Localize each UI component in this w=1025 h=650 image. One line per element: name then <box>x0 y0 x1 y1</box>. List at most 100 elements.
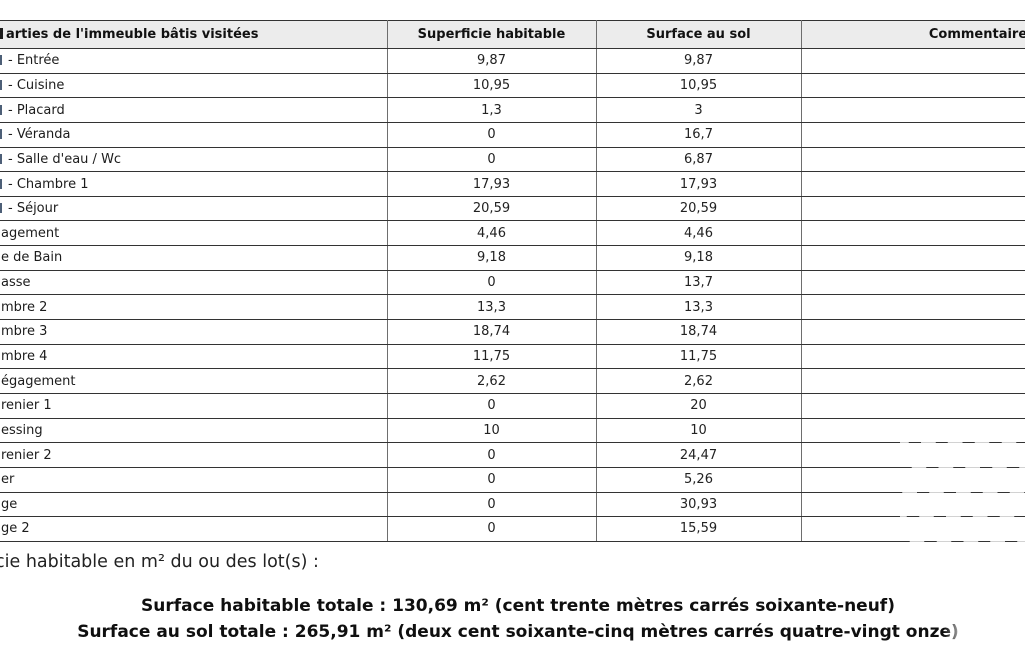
surface-au-sol-value: 10,95 <box>595 72 802 99</box>
superficie-habitable-value: 0 <box>386 442 597 468</box>
room-label-cell: ge <box>0 491 388 518</box>
surface-au-sol-value: 30,93 <box>595 491 802 518</box>
commentaire-cell <box>800 491 1025 518</box>
clipped-glyph <box>0 203 2 214</box>
room-label-cell: ge 2 <box>0 516 388 542</box>
superficie-habitable-value: 0 <box>386 392 597 419</box>
room-label: - Cuisine <box>8 77 65 93</box>
surface-au-sol-value: 15,59 <box>595 516 802 542</box>
room-label-cell: renier 2 <box>0 442 388 468</box>
table-row: mbre 3 18,74 18,74 <box>0 319 1025 345</box>
header-superficie-habitable: Superficie habitable <box>386 20 597 49</box>
header-parts: arties de l'immeuble bâtis visitées <box>0 20 388 49</box>
table-row: égagement 2,62 2,62 <box>0 368 1025 394</box>
table-row: mbre 2 13,3 13,3 <box>0 294 1025 321</box>
room-label: renier 2 <box>1 447 52 463</box>
clipped-glyph <box>0 104 2 115</box>
room-label: - Salle d'eau / Wc <box>8 151 122 167</box>
table-row: er 0 5,26 <box>0 466 1025 493</box>
table-row: agement 4,46 4,46 <box>0 220 1025 247</box>
table-row: - Chambre 1 17,93 17,93 <box>0 171 1025 197</box>
table-body: - Entrée 9,87 9,87- Cuisine 10,95 10,95- Pla… <box>0 48 1025 542</box>
table-row: ge 0 30,93 <box>0 491 1025 518</box>
room-label: renier 1 <box>1 398 52 414</box>
clipped-glyph <box>0 129 2 140</box>
table-row: e de Bain 9,18 9,18 <box>0 245 1025 271</box>
superficie-intro-text: cie habitable en m² du ou des lot(s) : <box>0 552 319 572</box>
room-label: mbre 3 <box>1 324 48 340</box>
room-label-cell: e de Bain <box>0 245 388 271</box>
superficie-habitable-value: 9,18 <box>386 245 597 271</box>
total-surface-au-sol: Surface au sol totale : 265,91 m² (deux … <box>77 622 959 642</box>
superficie-habitable-value: 11,75 <box>386 343 597 370</box>
superficie-habitable-value: 1,3 <box>386 97 597 123</box>
commentaire-cell <box>800 146 1025 173</box>
table-row: - Placard 1,3 3 <box>0 97 1025 123</box>
room-label: égagement <box>1 373 76 389</box>
commentaire-cell <box>800 442 1025 468</box>
room-label: - Chambre 1 <box>8 176 89 192</box>
surface-au-sol-value: 11,75 <box>595 343 802 370</box>
room-label-cell: - Salle d'eau / Wc <box>0 146 388 173</box>
commentaire-cell <box>800 392 1025 419</box>
superficie-habitable-value: 0 <box>386 146 597 173</box>
table-row: asse 0 13,7 <box>0 269 1025 296</box>
room-label: agement <box>1 225 60 241</box>
commentaire-cell <box>800 516 1025 542</box>
room-label: - Placard <box>8 102 65 118</box>
surface-au-sol-value: 20 <box>595 392 802 419</box>
superficie-habitable-value: 9,87 <box>386 48 597 74</box>
table-row: ge 2 0 15,59 <box>0 516 1025 542</box>
table-row: - Véranda 0 16,7 <box>0 121 1025 148</box>
room-label-cell: - Entrée <box>0 48 388 74</box>
room-label-cell: mbre 3 <box>0 319 388 345</box>
clipped-glyph <box>0 79 2 90</box>
surface-au-sol-value: 13,3 <box>595 294 802 321</box>
surface-au-sol-value: 2,62 <box>595 368 802 394</box>
commentaire-cell <box>800 417 1025 444</box>
superficie-habitable-value: 10,95 <box>386 72 597 99</box>
superficie-habitable-value: 20,59 <box>386 195 597 222</box>
surface-au-sol-value: 18,74 <box>595 319 802 345</box>
room-label: ge <box>1 496 18 512</box>
surface-au-sol-value: 24,47 <box>595 442 802 468</box>
room-label: mbre 4 <box>1 349 48 364</box>
superficie-habitable-value: 0 <box>386 466 597 493</box>
room-label: e de Bain <box>1 250 63 266</box>
superficie-habitable-value: 17,93 <box>386 171 597 197</box>
room-label-cell: - Séjour <box>0 195 388 222</box>
surface-au-sol-value: 9,18 <box>595 245 802 271</box>
clipped-glyph <box>0 28 3 39</box>
room-label-cell: agement <box>0 220 388 247</box>
table-row: - Séjour 20,59 20,59 <box>0 195 1025 222</box>
table-row: essing 10 10 <box>0 417 1025 444</box>
surface-au-sol-value: 6,87 <box>595 146 802 173</box>
commentaire-cell <box>800 294 1025 321</box>
room-label: - Véranda <box>8 127 71 143</box>
commentaire-cell <box>800 269 1025 296</box>
room-label-cell: - Cuisine <box>0 72 388 99</box>
commentaire-cell <box>800 343 1025 370</box>
room-label-cell: er <box>0 466 388 493</box>
room-label: mbre 2 <box>1 299 48 315</box>
commentaire-cell <box>800 220 1025 247</box>
commentaire-cell <box>800 319 1025 345</box>
room-label: essing <box>1 422 43 438</box>
header-parts-label: arties de l'immeuble bâtis visitées <box>6 27 259 42</box>
surface-au-sol-value: 5,26 <box>595 466 802 493</box>
table-row: mbre 4 11,75 11,75 <box>0 343 1025 370</box>
surface-au-sol-value: 4,46 <box>595 220 802 247</box>
room-label-cell: - Chambre 1 <box>0 171 388 197</box>
surface-measurement-table: arties de l'immeuble bâtis visitées Supe… <box>0 20 1025 542</box>
superficie-habitable-value: 2,62 <box>386 368 597 394</box>
superficie-habitable-value: 4,46 <box>386 220 597 247</box>
superficie-habitable-value: 0 <box>386 121 597 148</box>
room-label-cell: égagement <box>0 368 388 394</box>
room-label-cell: asse <box>0 269 388 296</box>
room-label-cell: renier 1 <box>0 392 388 419</box>
commentaire-cell <box>800 466 1025 493</box>
superficie-habitable-value: 18,74 <box>386 319 597 345</box>
room-label-cell: mbre 2 <box>0 294 388 321</box>
commentaire-cell <box>800 368 1025 394</box>
clipped-glyph <box>0 178 2 189</box>
